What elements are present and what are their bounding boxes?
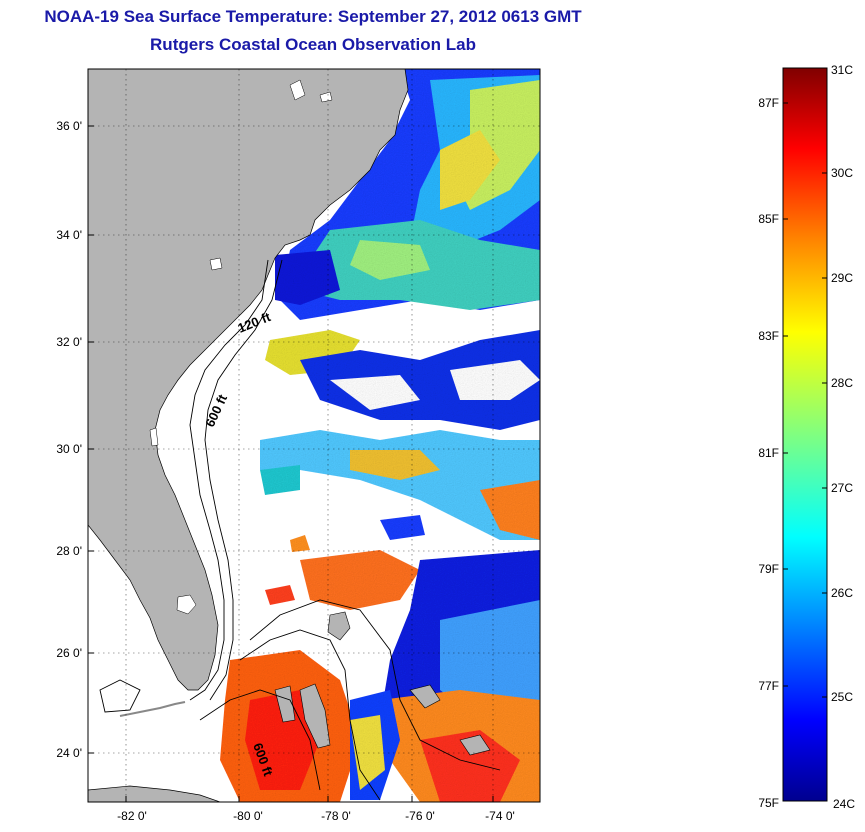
lon-label-74: -74 0' [485,809,515,820]
lat-label-24: 24 0' [56,746,82,760]
colorbar-label-26c: 26C [831,586,853,600]
map-frame [87,68,541,803]
colorbar-label-29c: 29C [831,271,853,285]
colorbar-label-24c: 24C [833,797,855,811]
colorbar-label-30c: 30C [831,166,853,180]
map-title: NOAA-19 Sea Surface Temperature: Septemb… [44,7,582,26]
lon-label-78: -78 0' [321,809,351,820]
depth-contours [99,259,501,801]
colorbar-label-75f: 75F [758,796,779,810]
map-subtitle: Rutgers Coastal Ocean Observation Lab [150,35,476,54]
lon-label-82: -82 0' [117,809,147,820]
colorbar-label-28c: 28C [831,376,853,390]
lat-label-26: 26 0' [56,646,82,660]
axis-ticks [88,125,494,802]
lat-label-28: 28 0' [56,544,82,558]
colorbar-label-81f: 81F [758,446,779,460]
graticule [88,69,540,802]
land-mass [88,69,491,802]
colorbar-label-77f: 77F [758,679,779,693]
colorbar-label-27c: 27C [831,481,853,495]
colorbar-label-87f: 87F [758,96,779,110]
colorbar-label-79f: 79F [758,562,779,576]
colorbar-label-83f: 83F [758,329,779,343]
sst-map: 120 ft 600 ft 600 ft 36 0' 34 0' 32 0' 3… [56,68,541,820]
lat-label-32: 32 0' [56,335,82,349]
lat-label-30: 30 0' [56,442,82,456]
sst-data-layer [220,69,540,802]
colorbar-label-85f: 85F [758,212,779,226]
lon-label-80: -80 0' [233,809,263,820]
lat-label-34: 34 0' [56,228,82,242]
lat-label-36: 36 0' [56,119,82,133]
colorbar-label-25c: 25C [831,690,853,704]
temperature-colorbar: 31C 30C 29C 28C 27C 26C 25C 24C 87F 85F … [758,63,855,811]
colorbar-gradient [782,67,828,802]
lon-label-76: -76 0' [405,809,435,820]
colorbar-label-31c: 31C [831,63,853,77]
